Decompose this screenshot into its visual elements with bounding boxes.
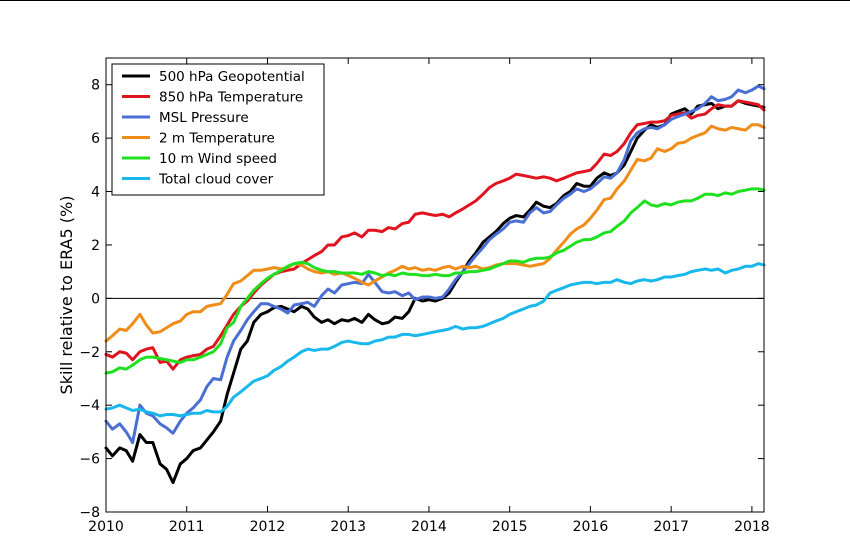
axes-frame: [105, 57, 765, 513]
x-tick-label: 2016: [573, 519, 609, 535]
legend-label-2: 850 hPa Temperature: [159, 90, 303, 106]
x-tick-label: 2010: [88, 519, 124, 535]
series-line-5: [104, 187, 766, 375]
series-line-1: [104, 99, 766, 485]
legend: 500 hPa Geopotential 850 hPa Temperature M…: [111, 63, 325, 196]
y-tick-label: −2: [79, 345, 100, 361]
y-tick-label: 8: [91, 78, 100, 94]
y-axis-label: Skill relative to ERA5 (%): [57, 196, 76, 395]
y-tick-label: −4: [79, 398, 100, 414]
y-tick-label: 0: [91, 291, 100, 307]
x-tick-label: 2011: [169, 519, 205, 535]
y-tick-label: 6: [91, 131, 100, 147]
y-tick-label: −8: [79, 505, 100, 521]
series-line-3: [104, 84, 766, 445]
legend-label-6: Total cloud cover: [158, 172, 274, 188]
legend-box: [111, 63, 325, 196]
x-tick-label: 2018: [734, 519, 770, 535]
legend-label-4: 2 m Temperature: [159, 131, 275, 147]
series-line-2: [104, 99, 766, 371]
x-tick-label: 2017: [653, 519, 689, 535]
x-tick-label: 2013: [330, 519, 366, 535]
x-tick-label: 2012: [250, 519, 286, 535]
x-tick-label: 2014: [411, 519, 447, 535]
axes-layer: 2010 2011 2012 2013 2014 2015 2016 2017 2018 −8 −6…: [79, 57, 770, 535]
y-tick-label: 2: [91, 238, 100, 254]
series-layer: [104, 84, 766, 485]
series-line-6: [104, 262, 766, 418]
y-tick-label: 4: [91, 185, 100, 201]
series-line-4: [104, 123, 766, 343]
x-tick-label: 2015: [492, 519, 528, 535]
legend-label-3: MSL Pressure: [159, 110, 249, 126]
y-tick-label: −6: [79, 452, 100, 468]
legend-label-1: 500 hPa Geopotential: [159, 69, 305, 85]
legend-label-5: 10 m Wind speed: [159, 151, 277, 167]
